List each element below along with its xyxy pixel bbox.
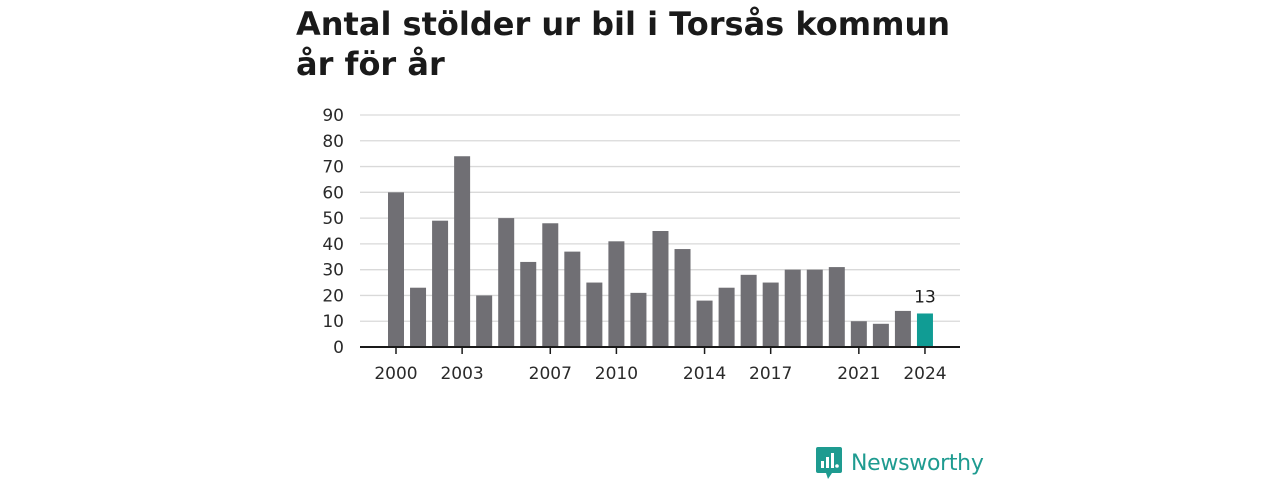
x-tick-label: 2010 (595, 364, 638, 384)
bar-2022 (872, 323, 889, 347)
x-tick-label: 2003 (440, 364, 483, 384)
bar-2007 (542, 223, 559, 347)
bar-2010 (608, 241, 625, 347)
y-tick-label: 70 (322, 158, 344, 178)
bar-2005 (498, 218, 515, 347)
x-tick-label: 2017 (749, 364, 792, 384)
bar-2001 (410, 287, 427, 347)
data-labels: 13 (914, 287, 936, 307)
bar-2021 (850, 321, 867, 347)
x-tick-label: 2000 (374, 364, 417, 384)
bar-2008 (564, 251, 581, 347)
bar-2002 (432, 220, 449, 347)
bar-2014 (696, 300, 713, 347)
bar-2003 (454, 156, 471, 347)
bar-2006 (520, 261, 537, 347)
newsworthy-logo-icon (816, 447, 842, 479)
x-tick-label: 2024 (903, 364, 946, 384)
bar-2019 (806, 269, 823, 347)
x-tick-label: 2021 (837, 364, 880, 384)
brand-name: Newsworthy (851, 450, 984, 476)
bar-2009 (586, 282, 603, 347)
bar-chart: 0 10 20 30 40 50 60 70 80 90 2000 2003 2007 2010 2014… (322, 106, 960, 384)
bar-2012 (652, 231, 669, 347)
bar-2017 (762, 282, 779, 347)
bar-2004 (476, 295, 493, 347)
bar-2018 (784, 269, 801, 347)
bars (388, 156, 933, 347)
bar-2016 (740, 274, 757, 347)
y-tick-label: 30 (322, 261, 344, 281)
y-tick-label: 90 (322, 106, 344, 126)
newsworthy-logo: Newsworthy (815, 446, 984, 480)
chart-title: Antal stölder ur bil i Torsås kommun år … (296, 5, 950, 83)
bar-2000 (388, 192, 404, 347)
x-axis-ticks: 2000 2003 2007 2010 2014 2017 2021 2024 (374, 347, 947, 384)
x-tick-label: 2007 (529, 364, 572, 384)
bar-2013 (674, 249, 691, 347)
y-tick-label: 20 (322, 286, 344, 306)
y-tick-label: 10 (322, 312, 344, 332)
y-tick-label: 80 (322, 132, 344, 152)
bar-2020 (828, 267, 845, 347)
y-tick-label: 60 (322, 183, 344, 203)
bar-2011 (630, 292, 647, 347)
y-tick-label: 50 (322, 209, 344, 229)
y-axis-tick-labels: 0 10 20 30 40 50 60 70 80 90 (322, 106, 344, 358)
x-tick-label: 2014 (683, 364, 726, 384)
bar-2015 (718, 287, 735, 347)
data-label-highlight: 13 (914, 287, 936, 307)
bar-2024 (916, 313, 933, 347)
y-tick-label: 40 (322, 235, 344, 255)
y-tick-label: 0 (333, 338, 344, 358)
bar-2023 (894, 310, 911, 347)
